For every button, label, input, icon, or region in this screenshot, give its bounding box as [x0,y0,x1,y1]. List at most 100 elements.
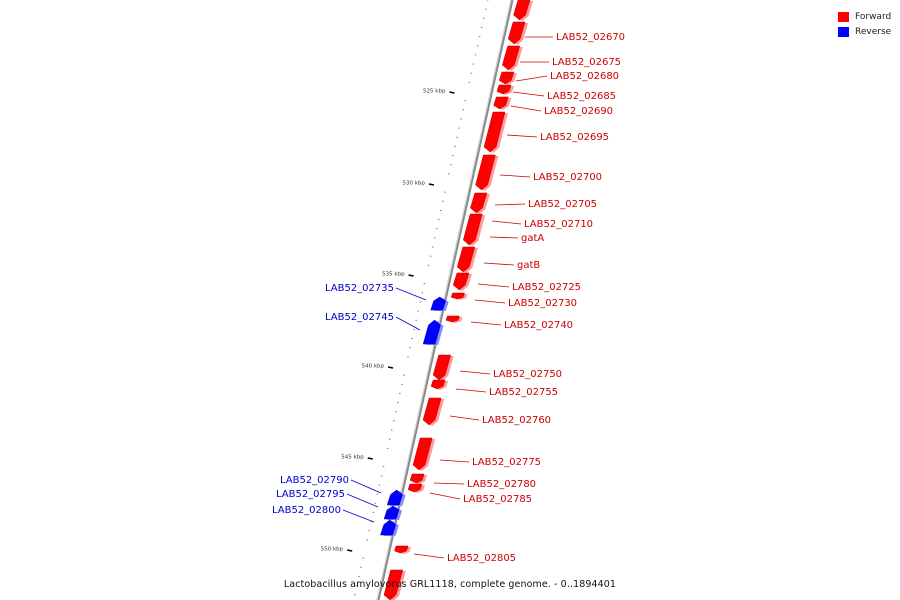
gene-block [445,315,460,323]
gene-label[interactable]: LAB52_02780 [467,479,536,490]
gene-leader-line [413,553,445,559]
gene-label[interactable]: LAB52_02670 [556,32,625,43]
gene-leader-line [489,236,519,239]
legend: Forward Reverse [838,9,891,39]
gene-block [412,437,433,471]
gene-label[interactable]: LAB52_02740 [504,320,573,331]
gene-label[interactable]: LAB52_02700 [533,172,602,183]
gene-label[interactable]: LAB52_02735 [325,283,394,294]
gene-label[interactable]: LAB52_02685 [547,91,616,102]
gene-block [383,505,400,520]
gene-block [498,71,515,85]
gene-leader-line [395,316,421,331]
gene-label[interactable]: LAB52_02725 [512,282,581,293]
gene-label[interactable]: LAB52_02755 [489,387,558,398]
gene-block [450,292,465,300]
legend-reverse: Reverse [838,24,891,39]
gene-block [456,246,476,273]
gene-label[interactable]: LAB52_02690 [544,106,613,117]
gene-block [507,21,526,45]
gene-labels: LAB52_02670 LAB52_02675 LAB52_02680 LAB52_0… [272,32,625,564]
gene-block [463,213,483,246]
gene-block [383,569,404,600]
gene-label[interactable]: LAB52_02745 [325,312,394,323]
legend-reverse-label: Reverse [855,26,892,37]
gene-block [386,489,403,506]
gene-block [496,84,512,95]
gene-leader-line [342,509,375,523]
gene-label[interactable]: LAB52_02760 [482,415,551,426]
major-tick [367,457,373,460]
gene-leader-line [499,174,531,178]
gene-leader-line [512,91,545,97]
legend-forward: Forward [838,9,891,24]
gene-leader-line [483,262,515,266]
gene-block [422,319,441,345]
forward-swatch [838,11,849,22]
scale-ticks: 525 kbp 530 kbp 535 kbp 540 kbp 545 kbp 550 k… [321,0,489,596]
major-tick [428,183,435,186]
gene-block [380,519,397,536]
gene-leader-line [455,388,487,393]
major-tick [408,274,414,277]
scale-label: 550 kbp [321,547,344,553]
gene-block [430,379,446,390]
genome-caption: Lactobacillus amylovorus GRL1118, comple… [283,579,617,590]
gene-label[interactable]: LAB52_02705 [528,199,597,210]
gene-leader-line [515,75,548,82]
gene-leader-line [439,459,470,463]
major-tick [387,366,394,369]
gene-leader-line [474,299,506,304]
gene-leader-line [477,283,510,288]
gene-leader-line [433,482,465,485]
gene-leader-line [346,493,379,508]
gene-leader-line [506,134,538,138]
gene-label[interactable]: LAB52_02790 [280,475,349,486]
gene-leader-line [470,321,502,326]
gene-leader-line [510,105,542,112]
gene-label[interactable]: LAB52_02805 [447,553,516,564]
gene-block [513,0,531,21]
major-tick [449,91,455,94]
gene-leader-line [395,287,427,301]
gene-block [409,473,425,484]
gene-label[interactable]: LAB52_02675 [552,57,621,68]
reverse-swatch [838,26,849,37]
gene-leader-line [459,370,491,375]
gene-leader-line [429,492,461,500]
gene-block [470,192,488,214]
scale-label: 535 kbp [382,272,405,278]
gene-label[interactable]: LAB52_02680 [550,71,619,82]
gene-leader-line [491,220,522,225]
gene-features [380,0,533,600]
gene-label[interactable]: LAB52_02695 [540,132,609,143]
gene-label[interactable]: LAB52_02710 [524,219,593,230]
gene-label[interactable]: gatB [517,260,540,271]
scale-label: 545 kbp [341,455,364,461]
gene-label[interactable]: gatA [521,233,544,244]
gene-label[interactable]: LAB52_02785 [463,494,532,505]
gene-block [432,354,452,381]
gene-block [394,545,409,554]
gene-label[interactable]: LAB52_02730 [508,298,577,309]
gene-label[interactable]: LAB52_02795 [276,489,345,500]
gene-block [430,296,446,311]
gene-block [483,111,506,153]
major-tick [347,549,353,552]
gene-block [452,272,470,291]
scale-label: 540 kbp [362,364,385,370]
gene-block [407,483,423,493]
gene-label[interactable]: LAB52_02800 [272,505,341,516]
gene-leader-line [449,415,480,421]
gene-block [502,45,521,71]
gene-label[interactable]: LAB52_02750 [493,369,562,380]
gene-block [475,154,496,191]
gene-leader-line [350,479,382,494]
gene-leader-line [494,203,526,206]
gene-label[interactable]: LAB52_02775 [472,457,541,468]
gene-block [493,96,509,110]
gene-block [422,397,442,426]
scale-label: 530 kbp [402,181,425,187]
legend-forward-label: Forward [855,11,892,22]
